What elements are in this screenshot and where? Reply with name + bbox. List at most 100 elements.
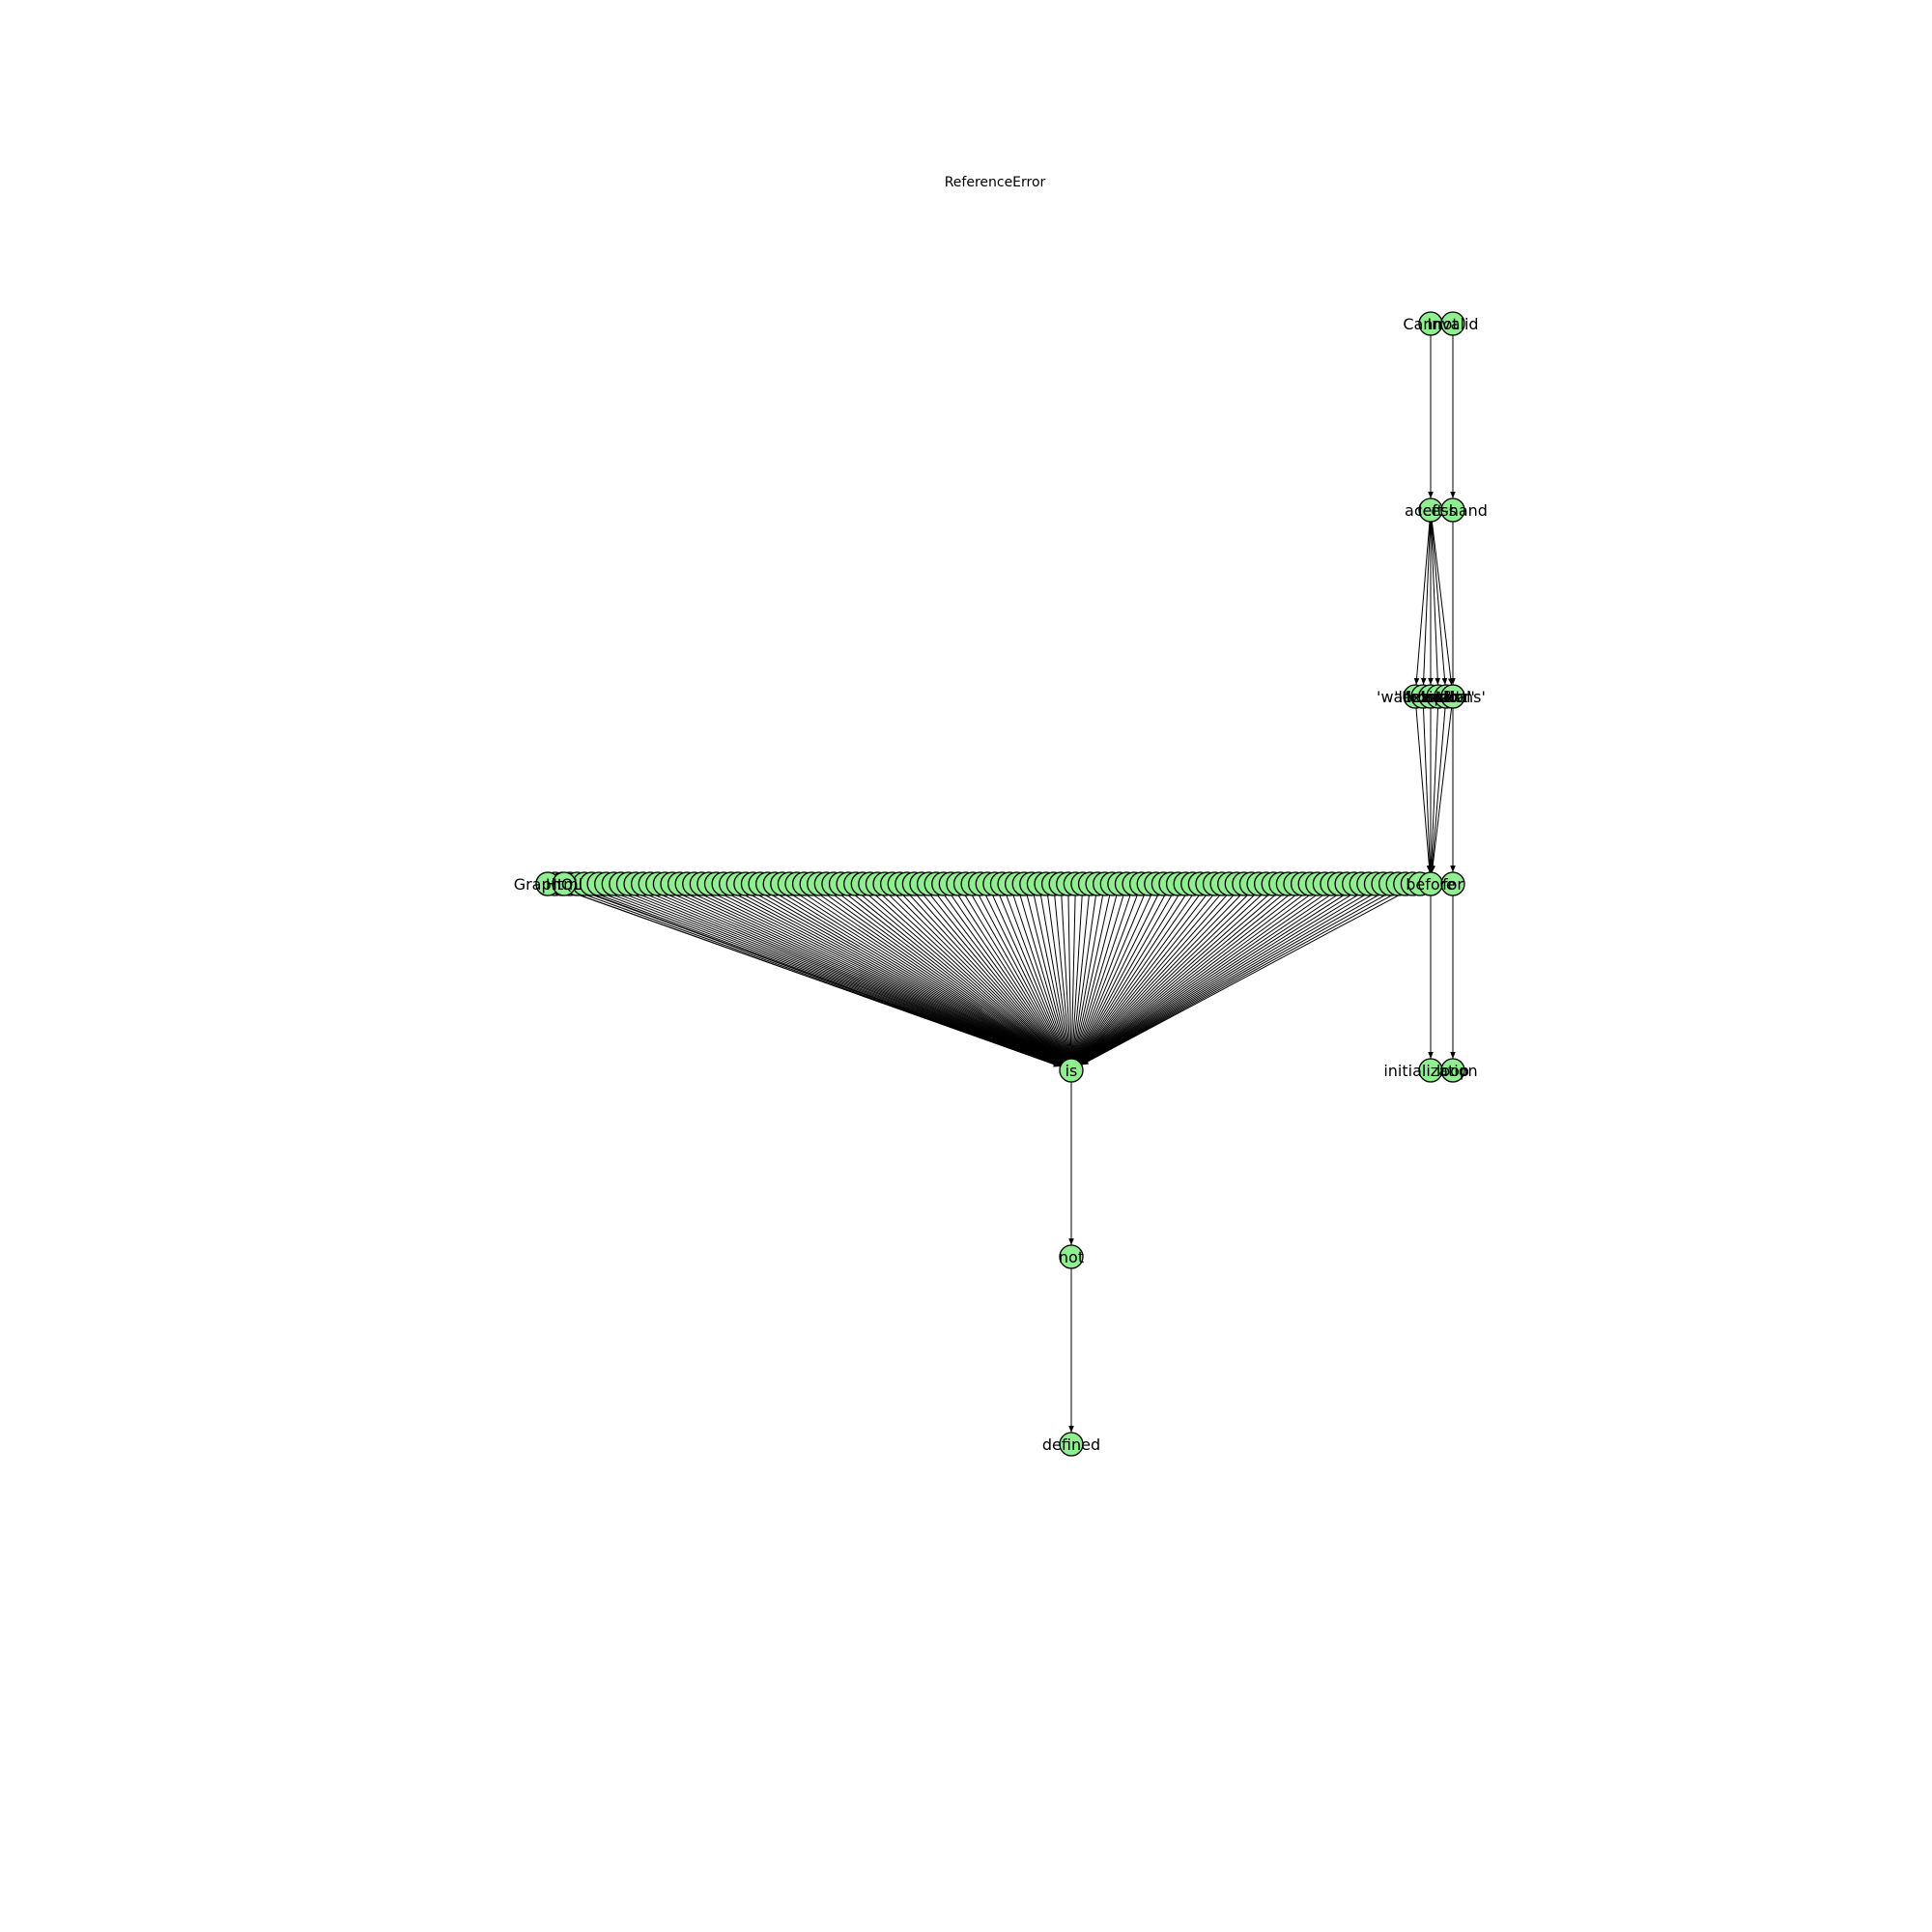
identifier-edge xyxy=(935,893,1065,1062)
node-label-invalid: Invalid xyxy=(1427,315,1478,333)
identifier-edge xyxy=(1081,889,1375,1065)
node-is xyxy=(1059,1058,1084,1083)
identifier-edge xyxy=(1081,889,1410,1065)
identifier-edge xyxy=(799,890,1063,1065)
identifier-edge xyxy=(748,889,1062,1065)
identifier-edge xyxy=(1080,890,1309,1065)
identifier-edge xyxy=(1072,895,1111,1060)
identifier-edge xyxy=(835,890,1063,1065)
identifier-edge xyxy=(1075,894,1146,1061)
edge-access-lexical_c xyxy=(1431,521,1448,686)
identifier-edge xyxy=(624,888,1062,1066)
identifier-edge xyxy=(870,891,1064,1064)
identifier-edge xyxy=(690,888,1062,1066)
node-label-cannot: Cannot xyxy=(1403,315,1458,333)
node-label-html: Html xyxy=(546,875,582,894)
identifier-edge xyxy=(1075,894,1159,1061)
identifier-edge xyxy=(733,889,1062,1065)
identifier-edge xyxy=(1078,892,1244,1063)
identifier-edge xyxy=(616,888,1062,1066)
identifier-edge xyxy=(1078,893,1215,1062)
identifier-edge xyxy=(1070,895,1096,1060)
identifier-edge xyxy=(893,892,1064,1063)
identifier-edge xyxy=(1080,891,1294,1064)
identifier-edge xyxy=(1012,895,1068,1060)
edge-access-lexical_a xyxy=(1420,521,1432,686)
node-label-options: 'options' xyxy=(1420,688,1486,706)
identifier-edge xyxy=(991,894,1067,1061)
node-defined xyxy=(1059,1432,1084,1457)
identifier-edge xyxy=(820,890,1063,1065)
edge-layer xyxy=(558,335,1456,1433)
identifier-edge xyxy=(914,892,1065,1063)
identifier-edge xyxy=(631,888,1062,1066)
node-not xyxy=(1059,1244,1084,1269)
edge-walletsId-before xyxy=(1415,707,1433,873)
node-label-defined: defined xyxy=(1042,1435,1100,1454)
node-loop xyxy=(1440,1058,1465,1083)
edge-access-options xyxy=(1431,521,1454,686)
identifier-edge xyxy=(791,890,1063,1065)
identifier-edge xyxy=(1068,895,1076,1060)
edge-html-is xyxy=(575,887,1061,1067)
identifier-edge xyxy=(1079,891,1265,1064)
identifier-edge xyxy=(828,890,1063,1065)
identifier-edge xyxy=(1079,891,1280,1064)
identifier-edge xyxy=(978,894,1066,1061)
node-label-lexical-b: 'lexical' xyxy=(1402,688,1460,706)
identifier-edge xyxy=(857,891,1064,1064)
identifier-edge xyxy=(1080,889,1359,1065)
identifier-edge xyxy=(711,888,1062,1066)
identifier-edge xyxy=(906,892,1065,1063)
identifier-edge xyxy=(1080,890,1323,1065)
identifier-edge xyxy=(971,894,1066,1061)
identifier-edge xyxy=(645,888,1062,1066)
identifier-edge xyxy=(668,888,1062,1066)
identifier-edge xyxy=(1079,891,1288,1064)
node-label-walletsId: 'walletsId' xyxy=(1377,688,1454,706)
identifier-edge xyxy=(1076,894,1174,1061)
identifier-edge xyxy=(1076,894,1166,1061)
identifier-edge xyxy=(1006,895,1068,1060)
edge-lexical_c-before xyxy=(1429,707,1446,873)
identifier-edge xyxy=(1077,893,1194,1062)
identifier-edge xyxy=(1071,895,1104,1060)
identifier-edge xyxy=(1080,890,1316,1065)
identifier-edge xyxy=(696,888,1062,1066)
identifier-edge xyxy=(806,890,1063,1065)
identifier-edge xyxy=(1070,895,1090,1060)
identifier-edge xyxy=(1074,895,1138,1060)
identifier-edge xyxy=(1026,895,1070,1060)
identifier-edge xyxy=(1033,895,1070,1060)
identifier-edge xyxy=(942,893,1065,1062)
identifier-edge xyxy=(1079,891,1259,1064)
identifier-edge xyxy=(1047,895,1072,1060)
node-invalid xyxy=(1440,311,1465,336)
identifier-edge xyxy=(1078,892,1223,1063)
identifier-edge xyxy=(842,891,1063,1064)
identifier-edge xyxy=(770,889,1062,1065)
identifier-edge xyxy=(1019,895,1069,1060)
identifier-edge xyxy=(1039,895,1071,1060)
identifier-edge xyxy=(1080,890,1345,1065)
node-left-hand xyxy=(1440,497,1465,523)
node-in xyxy=(1440,684,1465,709)
identifier-edge xyxy=(928,893,1065,1062)
node-label-context: 'context' xyxy=(1405,688,1471,706)
identifier-edge xyxy=(1080,890,1330,1065)
node-label-lexical-c: 'lexical' xyxy=(1417,688,1475,706)
identifier-edge xyxy=(762,889,1062,1065)
identifier-edge xyxy=(602,887,1061,1067)
node-for xyxy=(1440,871,1465,896)
node-label-initialization: initialization xyxy=(1383,1062,1477,1080)
identifier-edge xyxy=(950,893,1065,1062)
identifier-edge xyxy=(1080,889,1367,1065)
edge-context-before xyxy=(1428,707,1439,873)
identifier-edge xyxy=(1077,893,1202,1062)
identifier-edge xyxy=(1076,893,1180,1062)
node-label-is: is xyxy=(1065,1062,1078,1080)
identifier-edge xyxy=(1079,892,1251,1063)
node-label-left-hand: left-hand xyxy=(1418,501,1488,520)
